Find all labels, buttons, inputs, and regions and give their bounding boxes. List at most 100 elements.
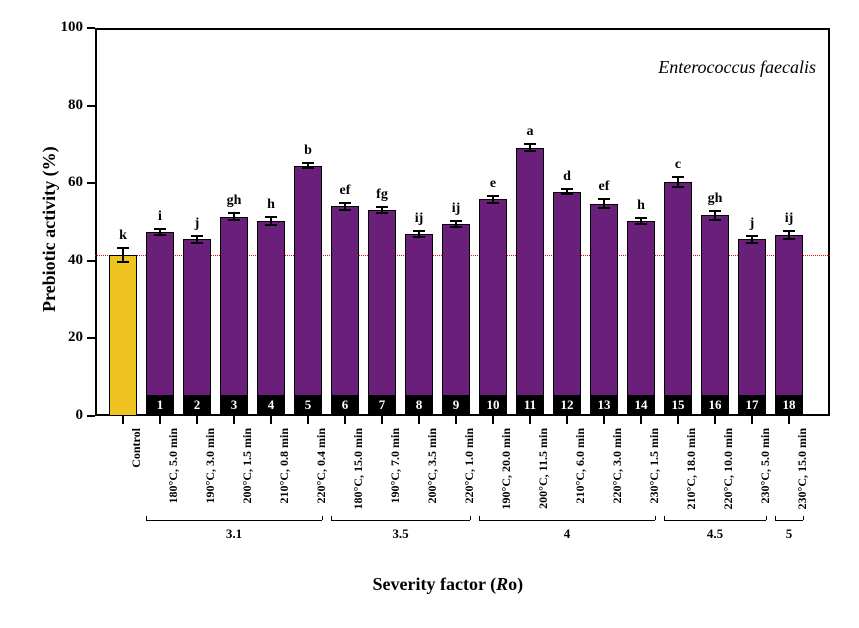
error-cap xyxy=(450,220,462,222)
x-tick xyxy=(122,416,124,424)
error-cap xyxy=(376,212,388,214)
error-cap xyxy=(561,188,573,190)
error-cap xyxy=(487,195,499,197)
bar-treatment xyxy=(257,221,285,416)
error-cap xyxy=(339,209,351,211)
error-cap xyxy=(598,207,610,209)
bar-treatment xyxy=(220,217,248,416)
error-cap xyxy=(413,230,425,232)
group-bracket-end xyxy=(775,516,776,520)
significance-letter: gh xyxy=(695,191,735,207)
group-label: 3.1 xyxy=(214,526,254,542)
x-category-label: 230°C, 1.5 min xyxy=(647,428,662,628)
bar-treatment xyxy=(775,235,803,416)
group-bracket xyxy=(664,520,766,521)
error-cap xyxy=(598,198,610,200)
x-tick xyxy=(714,416,716,424)
error-cap xyxy=(672,176,684,178)
bar-number-box: 9 xyxy=(443,395,469,415)
error-cap xyxy=(672,186,684,188)
bar-treatment xyxy=(627,221,655,416)
group-bracket xyxy=(775,520,803,521)
significance-letter: ij xyxy=(769,211,809,227)
bar-number-box: 15 xyxy=(665,395,691,415)
significance-letter: j xyxy=(177,216,217,232)
bar-number-box: 8 xyxy=(406,395,432,415)
significance-letter: fg xyxy=(362,187,402,203)
bar-control xyxy=(109,255,137,416)
error-cap xyxy=(524,143,536,145)
significance-letter: i xyxy=(140,209,180,225)
error-cap xyxy=(746,235,758,237)
significance-letter: gh xyxy=(214,193,254,209)
x-tick xyxy=(307,416,309,424)
bar-treatment xyxy=(405,234,433,416)
x-tick xyxy=(344,416,346,424)
significance-letter: k xyxy=(103,228,143,244)
group-bracket-end xyxy=(331,516,332,520)
x-category-label: 220°C, 1.0 min xyxy=(462,428,477,628)
error-bar xyxy=(122,248,124,262)
significance-letter: h xyxy=(621,198,661,214)
bar-treatment xyxy=(442,224,470,416)
x-tick xyxy=(270,416,272,424)
group-label: 4.5 xyxy=(695,526,735,542)
x-tick xyxy=(788,416,790,424)
x-tick xyxy=(196,416,198,424)
significance-letter: b xyxy=(288,143,328,159)
chart-container: { "canvas": { "width": 859, "height": 62… xyxy=(0,0,859,621)
significance-letter: a xyxy=(510,124,550,140)
significance-letter: h xyxy=(251,197,291,213)
group-label: 5 xyxy=(769,526,809,542)
x-tick xyxy=(751,416,753,424)
error-cap xyxy=(635,223,647,225)
bar-treatment xyxy=(368,210,396,416)
bar-treatment xyxy=(664,182,692,416)
bar-number-box: 12 xyxy=(554,395,580,415)
error-cap xyxy=(709,210,721,212)
group-bracket-end xyxy=(655,516,656,520)
bar-number-box: 7 xyxy=(369,395,395,415)
group-label: 4 xyxy=(547,526,587,542)
significance-letter: j xyxy=(732,216,772,232)
significance-letter: c xyxy=(658,157,698,173)
significance-letter: ij xyxy=(436,201,476,217)
x-tick xyxy=(233,416,235,424)
error-cap xyxy=(154,234,166,236)
error-cap xyxy=(413,236,425,238)
x-category-label: 220°C, 3.0 min xyxy=(610,428,625,628)
bar-number-box: 14 xyxy=(628,395,654,415)
error-cap xyxy=(191,242,203,244)
error-cap xyxy=(376,206,388,208)
group-bracket-end xyxy=(322,516,323,520)
significance-letter: ef xyxy=(584,179,624,195)
bar-number-box: 1 xyxy=(147,395,173,415)
group-bracket-end xyxy=(146,516,147,520)
x-tick xyxy=(603,416,605,424)
error-cap xyxy=(302,167,314,169)
error-cap xyxy=(117,247,129,249)
group-bracket-end xyxy=(766,516,767,520)
bar-treatment xyxy=(146,232,174,416)
x-tick xyxy=(492,416,494,424)
significance-letter: e xyxy=(473,176,513,192)
error-cap xyxy=(117,261,129,263)
error-cap xyxy=(487,202,499,204)
error-cap xyxy=(561,193,573,195)
error-cap xyxy=(524,150,536,152)
error-cap xyxy=(228,212,240,214)
x-tick xyxy=(640,416,642,424)
x-tick xyxy=(381,416,383,424)
group-bracket xyxy=(479,520,655,521)
error-cap xyxy=(265,224,277,226)
error-cap xyxy=(450,226,462,228)
group-bracket-end xyxy=(664,516,665,520)
error-cap xyxy=(709,219,721,221)
bar-number-box: 16 xyxy=(702,395,728,415)
bar-number-box: 2 xyxy=(184,395,210,415)
bar-treatment xyxy=(331,206,359,416)
error-cap xyxy=(302,162,314,164)
bar-treatment xyxy=(294,166,322,416)
error-cap xyxy=(154,228,166,230)
group-bracket-end xyxy=(479,516,480,520)
